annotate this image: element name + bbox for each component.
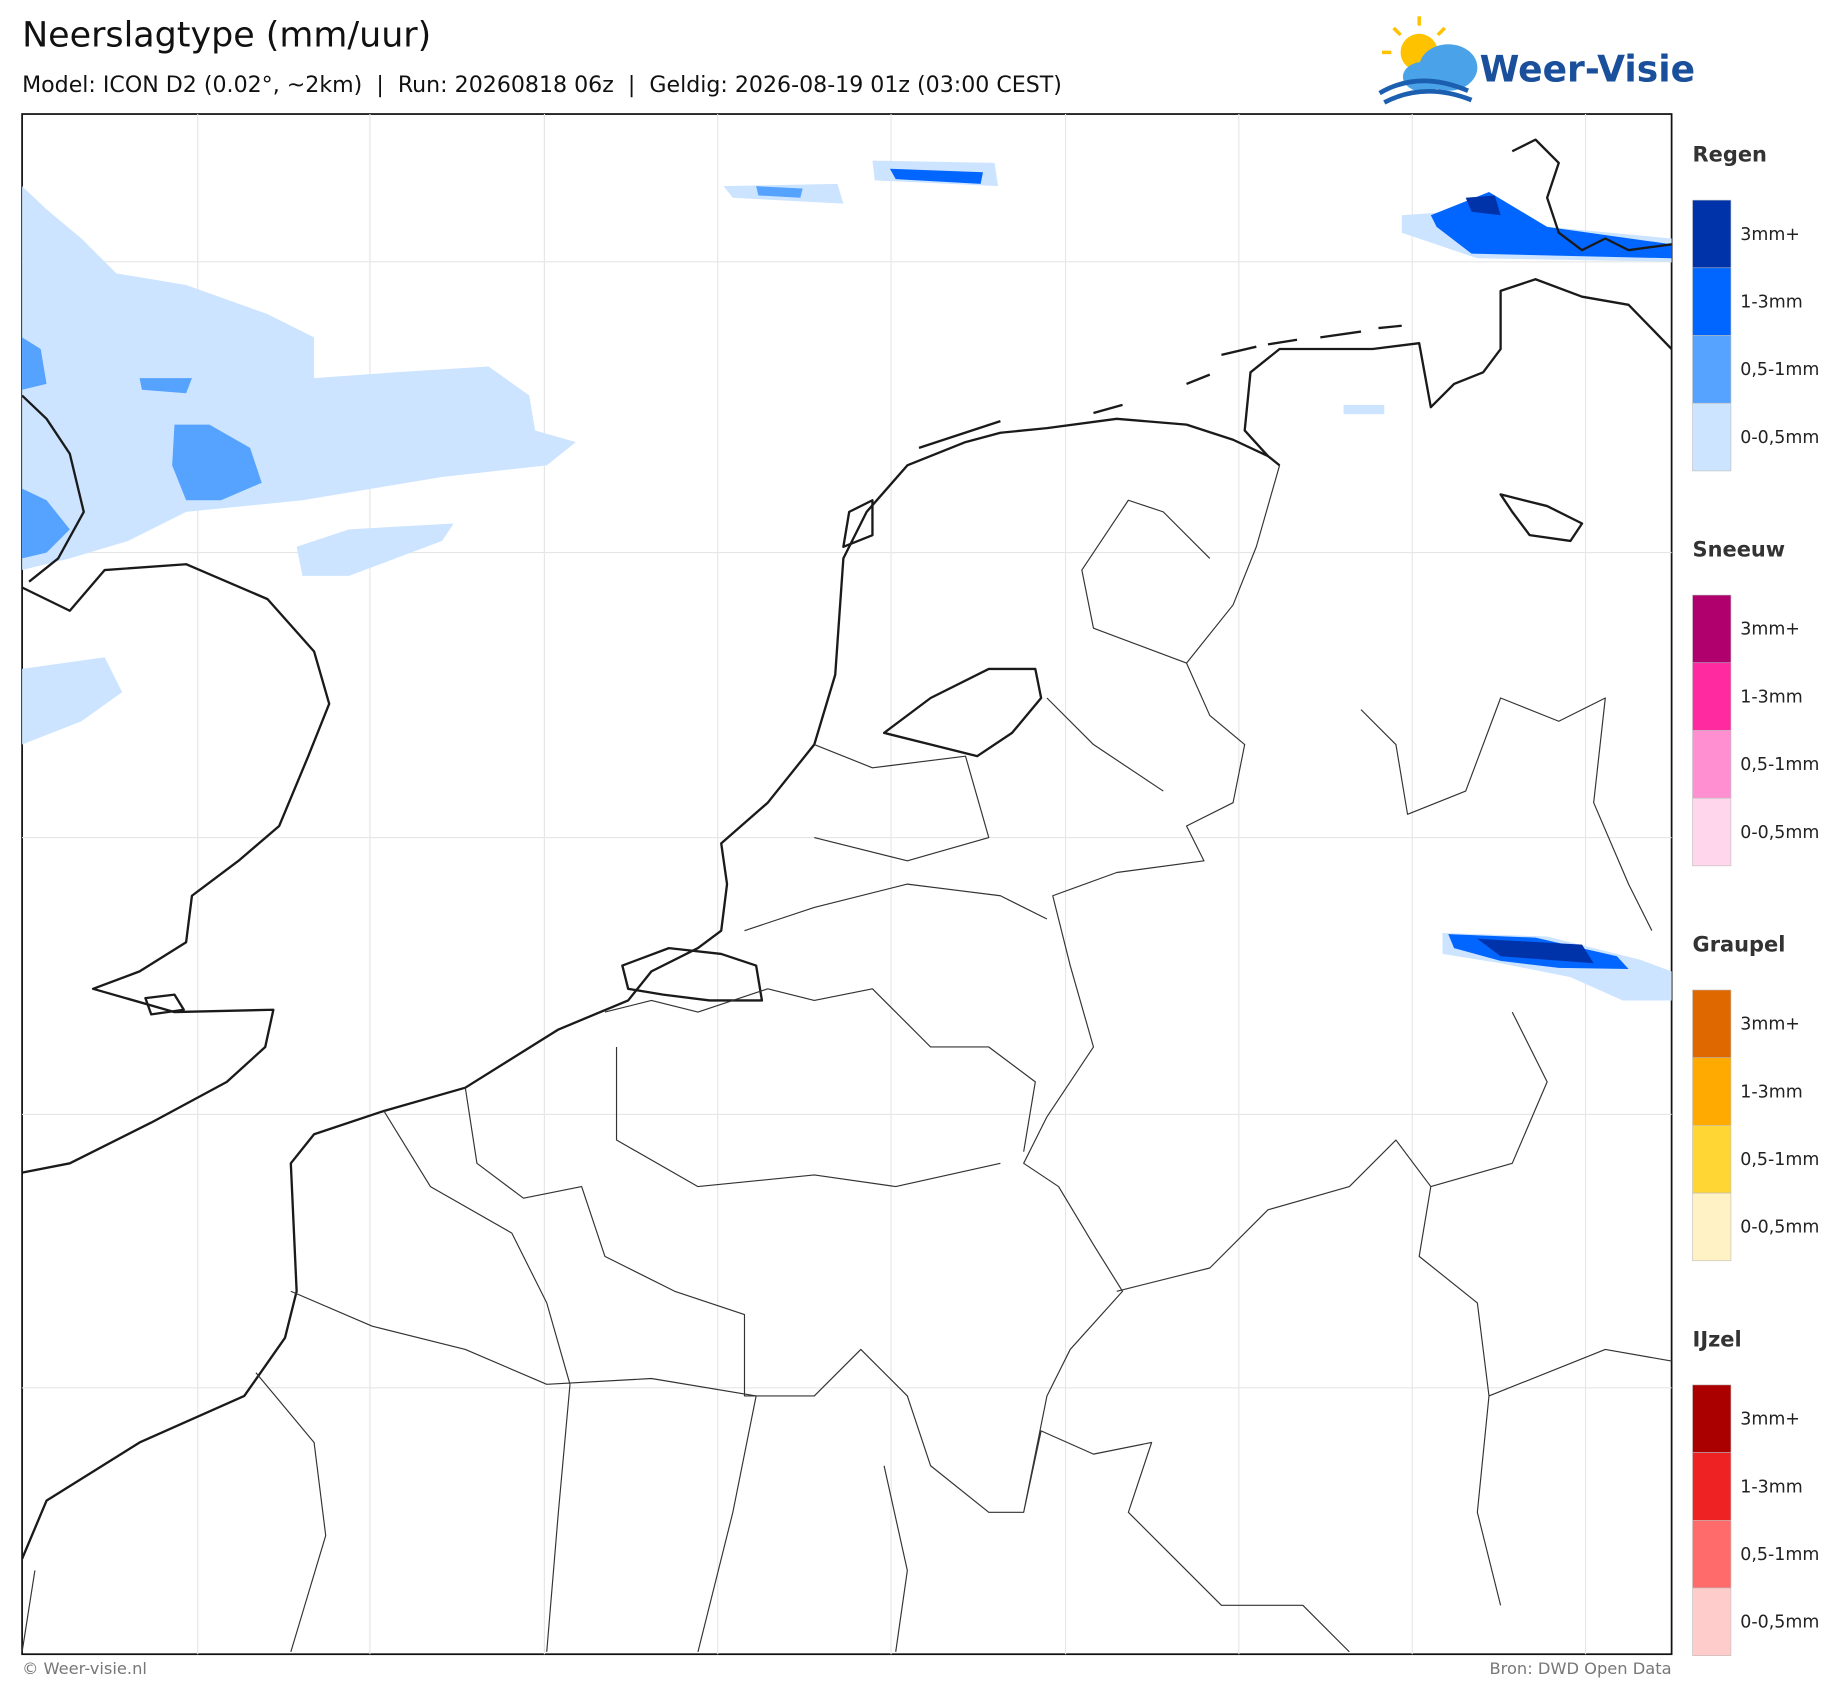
legend-swatch xyxy=(1692,335,1732,404)
footer-left: © Weer-visie.nl xyxy=(22,1659,147,1678)
legend-label: 3mm+ xyxy=(1740,620,1800,640)
legend-label: 1-3mm xyxy=(1740,1477,1802,1497)
legend-title: Sneeuw xyxy=(1693,538,1786,562)
legend-swatch xyxy=(1692,199,1732,269)
legend-swatch xyxy=(1692,1057,1732,1126)
legend-swatch xyxy=(1692,402,1732,472)
legend-label: 3mm+ xyxy=(1740,1410,1800,1430)
legend-label: 3mm+ xyxy=(1740,1015,1800,1035)
subtitle: Model: ICON D2 (0.02°, ~2km) | Run: 2026… xyxy=(22,72,1062,98)
legend-label: 0,5-1mm xyxy=(1740,360,1819,380)
legend-label: 1-3mm xyxy=(1740,292,1802,312)
map xyxy=(21,113,1673,1656)
legend-swatch xyxy=(1692,989,1732,1058)
legend-title: Regen xyxy=(1693,143,1767,167)
legend-swatch xyxy=(1692,594,1732,664)
legend-label: 0,5-1mm xyxy=(1740,1545,1819,1565)
legend-swatch xyxy=(1692,1587,1732,1657)
legend: Regen 3mm+ 1-3mm 0,5-1mm 0-0,5mm Sneeuw 3mm+ 1-… xyxy=(1692,143,1819,1657)
legend-label: 3mm+ xyxy=(1740,225,1800,245)
legend-swatch xyxy=(1692,1520,1732,1589)
legend-swatch xyxy=(1692,1192,1732,1262)
legend-title: IJzel xyxy=(1693,1328,1742,1352)
legend-swatch xyxy=(1692,1452,1732,1521)
legend-swatch xyxy=(1692,1384,1732,1453)
legend-swatch xyxy=(1692,662,1732,731)
legend-swatch xyxy=(1692,267,1732,336)
legend-label: 1-3mm xyxy=(1740,687,1802,707)
footer-right: Bron: DWD Open Data xyxy=(1489,1659,1671,1678)
legend-label: 1-3mm xyxy=(1740,1082,1802,1102)
legend-label: 0-0,5mm xyxy=(1740,1613,1819,1633)
legend-label: 0-0,5mm xyxy=(1740,823,1819,843)
legend-swatch xyxy=(1692,730,1732,799)
logo-text: Weer-Visie xyxy=(1480,48,1695,90)
legend-swatch xyxy=(1692,1125,1732,1194)
legend-label: 0-0,5mm xyxy=(1740,428,1819,448)
title: Neerslagtype (mm/uur) xyxy=(22,16,431,56)
legend-title: Graupel xyxy=(1693,933,1786,957)
legend-label: 0,5-1mm xyxy=(1740,755,1819,775)
logo: Weer-Visie xyxy=(1378,16,1695,105)
legend-label: 0,5-1mm xyxy=(1740,1150,1819,1170)
legend-label: 0-0,5mm xyxy=(1740,1218,1819,1238)
legend-swatch xyxy=(1692,797,1732,867)
